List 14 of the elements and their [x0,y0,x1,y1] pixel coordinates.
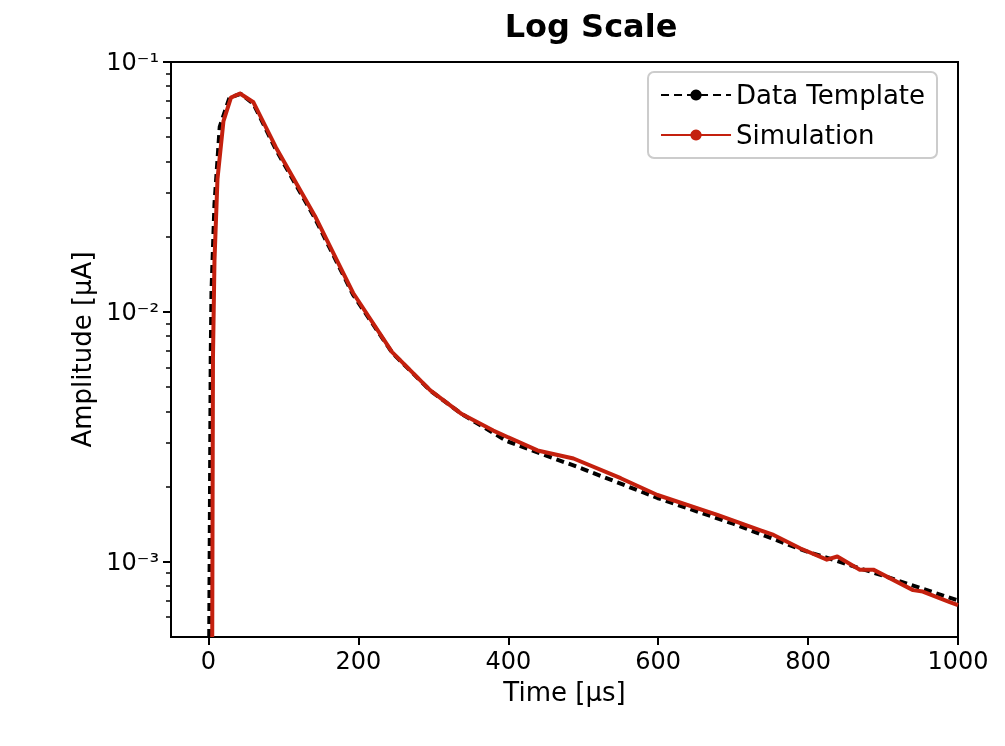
x-tick-label: 400 [485,647,532,675]
y-tick-label: 10⁻² [106,297,159,326]
legend-label: Data Template [736,80,925,110]
x-axis-title: Time [µs] [502,677,626,707]
x-tick-label: 0 [200,647,217,675]
x-tick-label: 1000 [927,647,989,675]
x-tick-label: 600 [635,647,682,675]
legend-label: Simulation [736,120,875,150]
x-tick-label: 200 [335,647,382,675]
y-tick-label: 10⁻³ [106,547,159,576]
y-axis-title: Amplitude [µA] [67,251,98,448]
x-tick-label: 800 [785,647,831,675]
chart-title: Log Scale [504,7,678,45]
y-tick-label: 10⁻¹ [106,48,159,76]
